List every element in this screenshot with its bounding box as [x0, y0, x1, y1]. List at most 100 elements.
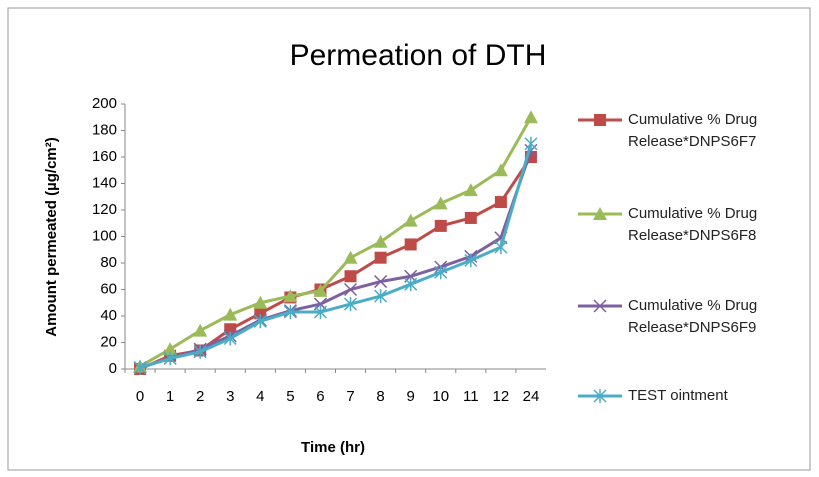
marker-triangle — [253, 295, 268, 309]
y-tick-label: 0 — [109, 360, 117, 377]
x-tick-label: 8 — [376, 388, 384, 405]
marker-triangle — [193, 323, 208, 337]
y-axis-label: Amount permeated (µg/cm²) — [43, 137, 60, 337]
marker-star — [374, 289, 388, 304]
marker — [493, 163, 508, 177]
marker-star — [434, 265, 448, 280]
y-tick-label: 140 — [92, 174, 117, 191]
marker-triangle — [373, 234, 388, 248]
y-tick-label: 100 — [92, 227, 117, 244]
marker-triangle — [343, 250, 358, 264]
series-line — [139, 143, 533, 370]
marker — [494, 196, 507, 209]
marker — [404, 238, 417, 251]
marker — [163, 351, 177, 366]
marker-square — [464, 211, 477, 224]
marker-square — [404, 238, 417, 251]
x-tick-label: 1 — [166, 388, 174, 405]
y-tick-label: 40 — [100, 307, 117, 324]
x-tick-label: 10 — [432, 388, 449, 405]
y-tick-label: 160 — [92, 148, 117, 165]
marker — [523, 110, 538, 124]
x-tick-label: 12 — [493, 388, 510, 405]
marker — [344, 297, 358, 312]
y-tick-label: 60 — [100, 280, 117, 297]
marker — [374, 275, 388, 289]
x-tick-label: 7 — [346, 388, 354, 405]
marker-triangle — [433, 196, 448, 210]
marker-star — [283, 305, 297, 320]
marker-x — [344, 282, 358, 297]
marker — [223, 307, 238, 321]
marker-square — [254, 307, 267, 320]
x-tick-label: 6 — [316, 388, 324, 405]
chart-title: Permeation of DTH — [290, 39, 547, 72]
frame — [7, 7, 811, 471]
y-tick-label: 180 — [92, 121, 117, 138]
marker-star — [344, 297, 358, 312]
marker — [163, 342, 178, 356]
marker — [524, 136, 538, 151]
marker — [463, 183, 478, 197]
marker-triangle — [493, 163, 508, 177]
marker — [404, 277, 418, 292]
marker-star — [313, 305, 327, 320]
x-tick-label: 11 — [463, 388, 479, 405]
marker — [254, 307, 267, 320]
marker-triangle — [313, 283, 328, 297]
marker — [193, 323, 208, 337]
y-tick-label: 20 — [100, 333, 117, 350]
series-line — [139, 116, 533, 368]
marker-star — [163, 351, 177, 366]
marker-triangle — [223, 307, 238, 321]
marker-star — [404, 277, 418, 292]
marker — [434, 265, 448, 280]
x-axis-label: Time (hr) — [301, 439, 365, 456]
legend-label: TEST ointment — [628, 387, 728, 404]
x-tick-label: 9 — [407, 388, 415, 405]
marker — [464, 211, 477, 224]
marker-triangle — [403, 213, 418, 227]
x-tick-label: 3 — [226, 388, 234, 405]
marker — [374, 251, 387, 264]
marker — [433, 196, 448, 210]
legend-label: Cumulative % Drug Release*DNPS6F9 — [628, 297, 758, 336]
marker-star — [593, 389, 607, 403]
marker — [193, 344, 207, 359]
y-tick-label: 120 — [92, 201, 117, 218]
x-tick-label: 0 — [136, 388, 144, 405]
marker-star — [223, 331, 237, 346]
marker — [593, 299, 607, 313]
legend-label: Cumulative % Drug Release*DNPS6F8 — [628, 205, 758, 244]
marker-x — [374, 275, 388, 289]
marker — [494, 240, 508, 255]
marker — [313, 283, 328, 297]
y-tick-label: 200 — [92, 95, 117, 112]
marker-triangle — [283, 289, 298, 303]
marker — [464, 253, 478, 268]
marker — [253, 295, 268, 309]
marker-star — [464, 253, 478, 268]
marker — [403, 213, 418, 227]
marker — [283, 305, 297, 320]
x-tick-label: 4 — [256, 388, 264, 405]
marker — [313, 305, 327, 320]
marker-triangle — [523, 110, 538, 124]
marker-square — [594, 114, 606, 126]
marker-star — [253, 314, 267, 329]
marker — [374, 289, 388, 304]
marker — [343, 250, 358, 264]
marker-square — [434, 219, 447, 232]
marker — [344, 282, 358, 297]
marker-star — [494, 240, 508, 255]
marker — [283, 289, 298, 303]
marker — [253, 314, 267, 329]
marker — [593, 389, 607, 403]
marker — [223, 331, 237, 346]
marker-triangle — [163, 342, 178, 356]
marker — [434, 219, 447, 232]
marker-triangle — [593, 207, 607, 220]
x-tick-label: 5 — [286, 388, 294, 405]
marker — [133, 360, 147, 375]
